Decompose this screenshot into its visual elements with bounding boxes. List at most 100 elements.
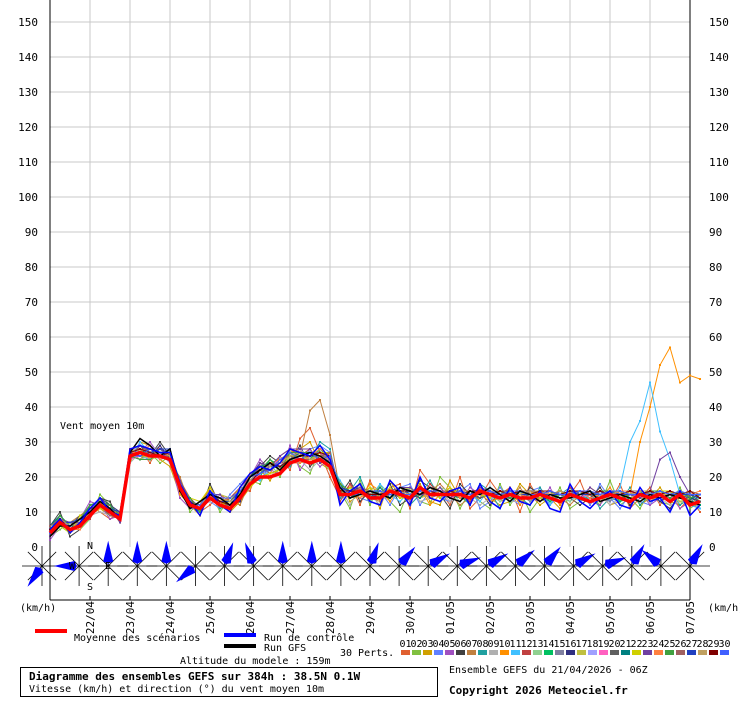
series-point-pert-10 bbox=[559, 504, 561, 506]
series-point-pert-02 bbox=[279, 476, 281, 478]
wind-direction-icon bbox=[582, 546, 627, 586]
series-line-control bbox=[49, 444, 701, 535]
series-point-pert-04 bbox=[229, 493, 231, 496]
series-point-pert-08 bbox=[599, 507, 601, 510]
series-point-pert-03 bbox=[559, 507, 561, 510]
series-point-pert-10 bbox=[389, 500, 391, 503]
compass-line bbox=[326, 551, 356, 581]
series-point-pert-29 bbox=[319, 451, 321, 454]
x-tick-label: 06/05 bbox=[644, 601, 657, 634]
pert-legend-label: 22 bbox=[630, 639, 642, 650]
wind-direction-row: N S E W bbox=[22, 540, 710, 593]
series-point-pert-11 bbox=[339, 479, 341, 482]
series-point-pert-01 bbox=[459, 476, 461, 478]
series-point-pert-30 bbox=[459, 490, 461, 492]
legend-perts-label: 30 Perts. bbox=[340, 648, 394, 659]
series-point-pert-23 bbox=[669, 451, 671, 454]
series-point-pert-01 bbox=[649, 486, 651, 489]
series-point-pert-24 bbox=[299, 462, 301, 464]
series-point-pert-08 bbox=[629, 486, 631, 489]
series-point-pert-10 bbox=[519, 504, 521, 506]
compass-line bbox=[559, 551, 589, 581]
series-point-pert-28 bbox=[309, 458, 311, 461]
y-tick-label-right: 70 bbox=[709, 296, 722, 309]
series-point-pert-01 bbox=[369, 479, 371, 482]
series-point-pert-01 bbox=[249, 490, 251, 492]
y-tick-label-left: 110 bbox=[18, 156, 38, 169]
pert-legend-swatch bbox=[555, 650, 564, 655]
pert-legend-label: 20 bbox=[608, 639, 620, 650]
compass-line bbox=[122, 551, 152, 581]
series-point-pert-23 bbox=[479, 486, 481, 489]
wind-arrow bbox=[132, 540, 143, 564]
y-tick-label-left: 150 bbox=[18, 16, 38, 29]
compass-line bbox=[268, 551, 298, 581]
series-point-pert-01 bbox=[309, 427, 311, 429]
series-point-pert-25 bbox=[339, 483, 341, 485]
series-point-pert-02 bbox=[369, 504, 371, 506]
series-point-pert-30 bbox=[559, 493, 561, 496]
legend-control-swatch bbox=[224, 633, 256, 637]
x-tick-label: 29/04 bbox=[364, 601, 377, 634]
series-point-pert-11 bbox=[549, 504, 551, 506]
series-point-pert-07 bbox=[319, 399, 321, 401]
series-point-pert-01 bbox=[699, 511, 701, 513]
series-point-pert-08 bbox=[639, 504, 641, 506]
pert-legend-label: 05 bbox=[443, 639, 455, 650]
series-point-pert-13 bbox=[499, 500, 501, 503]
pert-legend-label: 10 bbox=[498, 639, 510, 650]
pert-legend-label: 18 bbox=[586, 639, 598, 650]
series-point-pert-16 bbox=[659, 500, 661, 503]
wind-arrow bbox=[306, 540, 317, 564]
series-point-pert-05 bbox=[409, 500, 411, 503]
series-point-pert-29 bbox=[139, 448, 141, 450]
legend-gfs-label: Run GFS bbox=[264, 643, 306, 654]
wind-direction-icon bbox=[670, 544, 710, 586]
wind-arrow bbox=[641, 549, 661, 567]
series-point-pert-28 bbox=[529, 490, 531, 492]
series-point-pert-25 bbox=[689, 497, 691, 499]
series-point-pert-02 bbox=[309, 472, 311, 475]
pert-legend-label: 24 bbox=[652, 639, 664, 650]
series-point-pert-03 bbox=[429, 500, 431, 503]
series-point-pert-23 bbox=[679, 476, 681, 478]
series-point-pert-23 bbox=[119, 521, 121, 524]
compass-w-label: W bbox=[69, 561, 76, 572]
series-point-pert-11 bbox=[629, 441, 631, 443]
series-point-pert-03 bbox=[439, 504, 441, 506]
series-point-pert-05 bbox=[259, 458, 261, 461]
series-point-pert-23 bbox=[659, 458, 661, 461]
series-point-pert-30 bbox=[619, 490, 621, 492]
series-point-pert-03 bbox=[419, 483, 421, 485]
series-point-pert-12 bbox=[349, 483, 351, 485]
series-point-pert-21 bbox=[419, 497, 421, 499]
x-axis: 22/04 23/04 24/04 25/04 26/04 27/04 28/04 29/04… bbox=[84, 596, 697, 634]
series-point-pert-05 bbox=[679, 507, 681, 510]
pert-legend-label: 13 bbox=[531, 639, 543, 650]
series-point-pert-03 bbox=[519, 483, 521, 485]
pert-legend-label: 06 bbox=[454, 639, 466, 650]
pert-legend-label: 21 bbox=[619, 639, 631, 650]
series-point-pert-06 bbox=[269, 455, 271, 457]
series-point-pert-11 bbox=[669, 458, 671, 461]
series-point-pert-07 bbox=[329, 434, 331, 436]
series-point-pert-22 bbox=[79, 514, 81, 517]
series-point-pert-01 bbox=[149, 462, 151, 464]
series-point-pert-22 bbox=[399, 497, 401, 499]
pert-legend-swatch bbox=[500, 650, 509, 655]
series-point-pert-22 bbox=[209, 486, 211, 489]
series-point-pert-06 bbox=[109, 500, 111, 503]
series-point-pert-24 bbox=[79, 528, 81, 531]
series-point-pert-29 bbox=[149, 451, 151, 454]
pert-legend-swatch bbox=[445, 650, 454, 655]
altitude-label: Altitude du modele : 159m bbox=[180, 656, 331, 667]
series-point-pert-22 bbox=[99, 507, 101, 510]
series-point-pert-02 bbox=[349, 507, 351, 510]
series-point-pert-06 bbox=[459, 483, 461, 485]
wind-arrow bbox=[221, 542, 234, 564]
y-tick-label-right: 140 bbox=[709, 51, 729, 64]
main-series bbox=[48, 437, 701, 538]
series-point-pert-22 bbox=[539, 497, 541, 499]
series-point-pert-03 bbox=[309, 441, 311, 443]
y-tick-label-right: 120 bbox=[709, 121, 729, 134]
